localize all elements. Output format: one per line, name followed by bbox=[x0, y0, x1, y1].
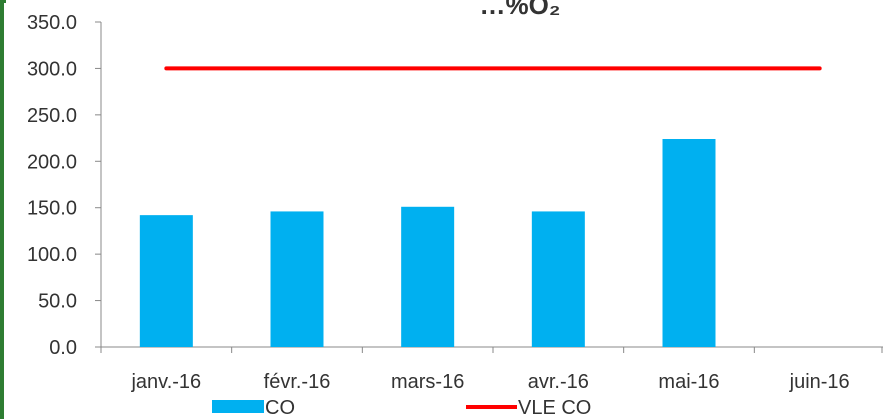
x-tick-label: juin-16 bbox=[789, 371, 850, 393]
left-accent-bar bbox=[0, 0, 4, 419]
y-tick-label: 0.0 bbox=[49, 337, 77, 359]
x-tick-label: janv.-16 bbox=[130, 371, 201, 393]
y-tick-label: 100.0 bbox=[27, 244, 77, 266]
x-tick-label: avr.-16 bbox=[528, 371, 589, 393]
y-tick-label: 300.0 bbox=[27, 58, 77, 80]
bar-co bbox=[139, 215, 193, 347]
legend-label-vle-co: VLE CO bbox=[518, 397, 591, 419]
legend-label-co: CO bbox=[265, 397, 295, 419]
y-tick-label: 50.0 bbox=[38, 291, 77, 313]
x-tick-label: mai-16 bbox=[658, 371, 719, 393]
chart-title-fragment: …%O₂ bbox=[480, 0, 561, 20]
x-tick-label: févr.-16 bbox=[264, 371, 331, 393]
y-tick-label: 150.0 bbox=[27, 198, 77, 220]
legend-swatch-co bbox=[212, 400, 264, 413]
bar-co bbox=[662, 139, 716, 347]
y-tick-label: 200.0 bbox=[27, 151, 77, 173]
bar-co bbox=[531, 211, 585, 347]
chart-frame bbox=[0, 0, 6, 419]
top-accent-mark bbox=[0, 0, 6, 3]
y-tick-label: 250.0 bbox=[27, 105, 77, 127]
y-tick-label: 350.0 bbox=[27, 12, 77, 34]
bar-co bbox=[270, 211, 324, 347]
bar-co bbox=[401, 206, 455, 347]
x-tick-label: mars-16 bbox=[391, 371, 464, 393]
